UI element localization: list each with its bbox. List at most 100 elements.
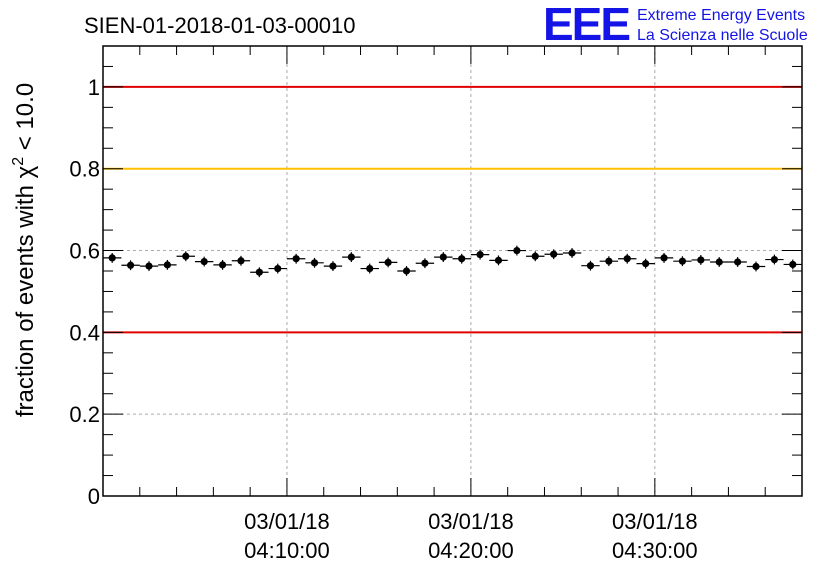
- data-point: [434, 252, 453, 262]
- reference-lines: [103, 85, 802, 334]
- y-axis-label-tail: < 10.0: [12, 83, 39, 157]
- x-tick-label-date: 03/01/18: [612, 509, 698, 534]
- point-marker: [402, 267, 411, 275]
- data-point: [673, 256, 692, 267]
- point-marker: [347, 253, 355, 261]
- data-point: [360, 263, 379, 274]
- y-tick-label: 0.2: [69, 402, 100, 427]
- data-point: [765, 254, 784, 265]
- x-ticks: 03/01/18 04:10:00 03/01/18 04:20:00 03/01/18…: [139, 46, 766, 563]
- data-point: [415, 258, 435, 269]
- data-point: [452, 253, 471, 264]
- y-tick-label: 0.8: [69, 157, 100, 182]
- data-point: [231, 255, 251, 266]
- y-tick-label: 0.4: [69, 320, 100, 345]
- data-point: [654, 253, 674, 263]
- point-marker: [513, 246, 521, 255]
- data-point: [158, 259, 177, 270]
- x-tick-label-date: 03/01/18: [428, 509, 514, 534]
- data-point: [194, 256, 214, 267]
- y-axis-label-sup: 2: [10, 157, 27, 166]
- data-point: [746, 261, 766, 272]
- data-point: [544, 249, 563, 260]
- point-marker: [770, 255, 779, 264]
- y-axis-label-main: fraction of events with χ: [12, 165, 39, 417]
- point-marker: [458, 255, 466, 263]
- data-point: [728, 257, 747, 267]
- point-marker: [586, 262, 595, 270]
- logo-line-1: Extreme Energy Events: [637, 7, 805, 24]
- point-marker: [439, 253, 447, 261]
- point-marker: [182, 252, 190, 260]
- point-marker: [789, 260, 797, 269]
- point-marker: [642, 260, 650, 268]
- data-point: [213, 259, 232, 270]
- point-marker: [605, 257, 613, 265]
- point-marker: [292, 255, 300, 263]
- data-point: [342, 252, 361, 262]
- point-marker: [476, 251, 484, 259]
- data-point: [470, 249, 490, 260]
- data-point: [691, 255, 711, 265]
- data-point: [176, 251, 195, 262]
- point-marker: [237, 257, 245, 265]
- data-point: [305, 257, 324, 268]
- point-marker: [494, 256, 503, 264]
- point-marker: [623, 255, 631, 263]
- data-points: [103, 245, 802, 278]
- data-point: [599, 256, 619, 267]
- data-point: [397, 266, 416, 276]
- point-marker: [752, 262, 760, 271]
- y-ticks: 0 0.2 0.4 0.6 0.8 1: [69, 45, 802, 509]
- point-marker: [384, 258, 392, 267]
- data-point: [526, 251, 545, 262]
- point-marker: [126, 261, 135, 269]
- point-marker: [715, 258, 723, 266]
- point-marker: [200, 257, 208, 266]
- point-marker: [108, 254, 116, 262]
- point-marker: [697, 256, 705, 264]
- data-point: [378, 257, 398, 268]
- grid: [103, 46, 802, 496]
- data-point: [710, 257, 729, 267]
- data-point: [507, 245, 527, 256]
- x-tick-label-time: 04:30:00: [612, 538, 698, 563]
- point-marker: [678, 257, 687, 265]
- data-point: [783, 259, 802, 270]
- logo-letters: EEE: [543, 0, 629, 50]
- x-tick-label-time: 04:20:00: [428, 538, 514, 563]
- point-marker: [255, 268, 263, 276]
- y-tick-label: 1: [88, 75, 100, 100]
- point-marker: [568, 249, 576, 257]
- point-marker: [274, 264, 282, 273]
- data-point: [268, 263, 287, 274]
- data-point: [250, 267, 269, 278]
- point-marker: [329, 262, 337, 270]
- data-point: [103, 253, 122, 263]
- data-point: [139, 261, 159, 271]
- point-marker: [421, 259, 429, 267]
- point-marker: [550, 250, 558, 258]
- y-tick-label: 0.6: [69, 239, 100, 264]
- point-marker: [660, 254, 668, 262]
- data-point: [636, 258, 655, 269]
- eee-logo: EEE Extreme Energy Events La Scienza nel…: [543, 0, 808, 50]
- point-marker: [310, 259, 319, 267]
- point-marker: [145, 262, 153, 270]
- point-marker: [366, 264, 374, 273]
- y-axis-label: fraction of events with χ2 < 10.0: [10, 83, 39, 417]
- data-point: [286, 253, 306, 264]
- chart-title: SIEN-01-2018-01-03-00010: [84, 13, 356, 38]
- point-marker: [531, 252, 539, 260]
- data-point: [323, 261, 343, 271]
- plot-frame: [102, 45, 803, 497]
- axes: [102, 45, 803, 497]
- logo-line-2: La Scienza nelle Scuole: [637, 27, 808, 44]
- point-marker: [734, 258, 742, 266]
- x-tick-label-date: 03/01/18: [244, 509, 330, 534]
- data-point: [581, 260, 600, 271]
- data-point: [618, 253, 637, 264]
- data-point: [489, 255, 508, 266]
- data-point: [562, 248, 582, 258]
